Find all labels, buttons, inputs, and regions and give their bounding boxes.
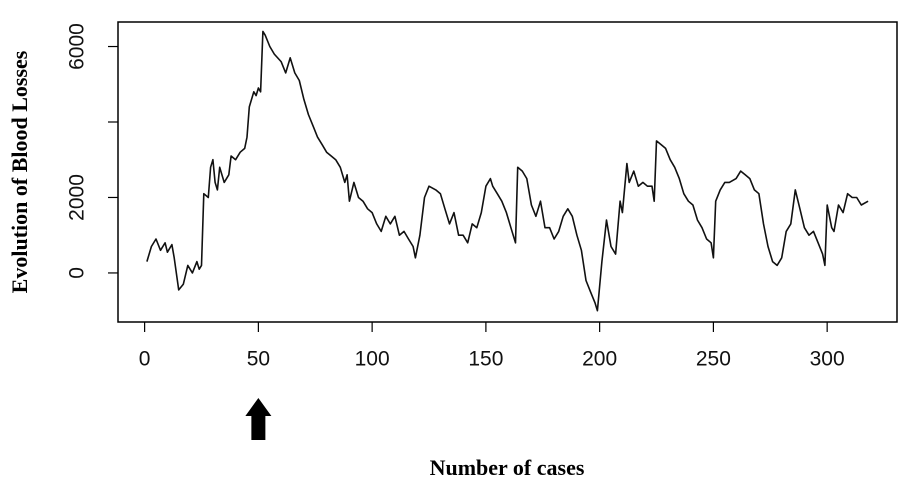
plot-frame	[117, 21, 898, 323]
y-tick-label: 2000	[66, 174, 89, 221]
x-tick-label: 100	[355, 348, 390, 371]
x-tick-label: 200	[582, 348, 617, 371]
x-tick-label: 250	[696, 348, 731, 371]
x-axis-label: Number of cases	[430, 455, 585, 480]
arrow	[245, 398, 272, 440]
x-tick-label: 150	[468, 348, 503, 371]
x-tick-label: 50	[247, 348, 270, 371]
x-tick-label: 0	[139, 348, 151, 371]
y-axis-label: Evolution of Blood Losses	[7, 50, 32, 293]
y-tick-label: 6000	[66, 23, 89, 70]
data-line	[146, 30, 869, 312]
x-tick-label: 300	[810, 348, 845, 371]
y-tick-label: 0	[66, 267, 89, 279]
